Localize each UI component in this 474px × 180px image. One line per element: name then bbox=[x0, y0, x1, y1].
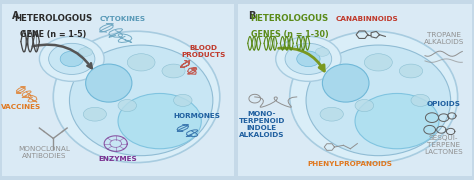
Ellipse shape bbox=[315, 48, 329, 56]
Text: BLOOD
PRODUCTS: BLOOD PRODUCTS bbox=[182, 46, 226, 58]
Ellipse shape bbox=[365, 54, 392, 71]
Text: TROPANE
ALKALOIDS: TROPANE ALKALOIDS bbox=[423, 32, 464, 45]
Text: HETEROLOGOUS: HETEROLOGOUS bbox=[14, 14, 92, 23]
Ellipse shape bbox=[297, 51, 320, 67]
Text: PHENYLPROPANOIDS: PHENYLPROPANOIDS bbox=[308, 161, 393, 167]
Ellipse shape bbox=[355, 93, 439, 149]
Text: HETEROLOGOUS: HETEROLOGOUS bbox=[251, 14, 329, 23]
Ellipse shape bbox=[285, 43, 332, 75]
Ellipse shape bbox=[53, 31, 220, 163]
Text: GENE (n = 1-5): GENE (n = 1-5) bbox=[20, 30, 86, 39]
Text: SESQUI-
TERPENE
LACTONES: SESQUI- TERPENE LACTONES bbox=[424, 135, 463, 155]
Ellipse shape bbox=[86, 64, 132, 102]
Ellipse shape bbox=[355, 100, 374, 112]
Ellipse shape bbox=[70, 45, 213, 156]
Ellipse shape bbox=[60, 51, 83, 67]
Ellipse shape bbox=[276, 36, 341, 81]
Ellipse shape bbox=[290, 31, 457, 163]
Ellipse shape bbox=[399, 64, 423, 78]
Ellipse shape bbox=[128, 54, 155, 71]
Ellipse shape bbox=[118, 93, 201, 149]
Ellipse shape bbox=[411, 94, 429, 106]
Text: B: B bbox=[248, 10, 255, 21]
Ellipse shape bbox=[173, 94, 192, 106]
FancyBboxPatch shape bbox=[0, 2, 238, 178]
Ellipse shape bbox=[118, 100, 137, 112]
Text: MONOCLONAL
ANTIBODIES: MONOCLONAL ANTIBODIES bbox=[18, 146, 70, 159]
Text: GENES (n = 1-30): GENES (n = 1-30) bbox=[251, 30, 328, 39]
Text: HORMONES: HORMONES bbox=[173, 113, 220, 119]
Ellipse shape bbox=[79, 48, 92, 56]
Ellipse shape bbox=[83, 107, 107, 121]
Ellipse shape bbox=[322, 64, 369, 102]
Text: CYTOKINES: CYTOKINES bbox=[100, 16, 146, 22]
Ellipse shape bbox=[162, 64, 185, 78]
Text: VACCINES: VACCINES bbox=[1, 104, 41, 110]
Ellipse shape bbox=[306, 45, 451, 156]
Ellipse shape bbox=[39, 36, 104, 81]
FancyBboxPatch shape bbox=[234, 2, 474, 178]
Text: MONO-
TERPENOID
INDOLE
ALKALOIDS: MONO- TERPENOID INDOLE ALKALOIDS bbox=[238, 111, 285, 138]
Text: OPIOIDS: OPIOIDS bbox=[427, 101, 461, 107]
Text: CANABINNOIDS: CANABINNOIDS bbox=[335, 16, 398, 22]
Ellipse shape bbox=[320, 107, 343, 121]
Text: A: A bbox=[12, 10, 19, 21]
Text: ENZYMES: ENZYMES bbox=[99, 156, 137, 162]
Ellipse shape bbox=[49, 43, 95, 75]
